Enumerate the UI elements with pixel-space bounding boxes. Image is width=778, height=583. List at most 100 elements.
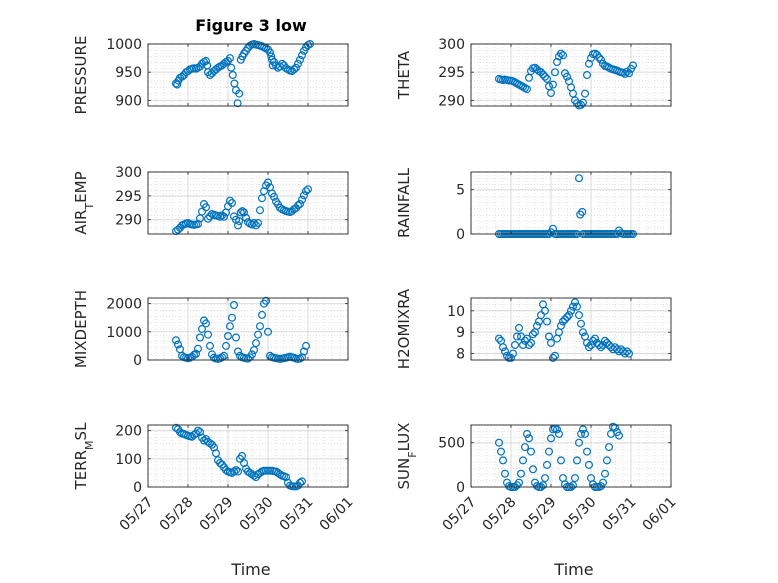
- x-tick-label: 05/31: [277, 494, 317, 534]
- data-point: [620, 349, 629, 358]
- data-point: [514, 323, 523, 332]
- axes-box: [147, 424, 349, 488]
- data-point: [602, 338, 611, 347]
- data-point: [548, 353, 557, 362]
- data-point: [536, 68, 545, 77]
- y-tick-label: 1000: [106, 325, 142, 341]
- y-tick-label: 300: [115, 165, 142, 181]
- data-point: [495, 334, 504, 343]
- data-point: [568, 302, 577, 311]
- y-tick-label: 295: [115, 189, 142, 205]
- data-point: [532, 321, 541, 330]
- data-point: [512, 332, 521, 341]
- data-point: [528, 465, 537, 474]
- data-point: [520, 443, 529, 452]
- data-point: [233, 99, 242, 108]
- data-point: [596, 55, 605, 64]
- data-point: [522, 85, 531, 94]
- data-point: [178, 72, 187, 81]
- data-point: [254, 219, 263, 228]
- data-point: [204, 214, 213, 223]
- data-point: [588, 336, 597, 345]
- data-point: [538, 481, 547, 490]
- data-point: [232, 466, 241, 475]
- data-point: [495, 438, 504, 447]
- data-point: [584, 460, 593, 469]
- data-point: [236, 208, 245, 217]
- data-point: [544, 447, 553, 456]
- x-tick-label: 06/01: [640, 494, 680, 534]
- data-point: [206, 212, 215, 221]
- data-point: [202, 203, 211, 212]
- x-tick-label: 05/30: [560, 494, 600, 534]
- data-point: [174, 340, 183, 349]
- data-point: [614, 431, 623, 440]
- data-point: [302, 187, 311, 196]
- data-point: [256, 322, 265, 331]
- data-point: [300, 191, 309, 200]
- data-point: [228, 199, 237, 208]
- data-point: [216, 212, 225, 221]
- data-point: [572, 456, 581, 465]
- y-tick-label: 5: [456, 183, 465, 199]
- data-point: [558, 317, 567, 326]
- data-point: [604, 443, 613, 452]
- data-point: [302, 341, 311, 350]
- y-tick-label: 500: [438, 436, 465, 452]
- subplot-sun-flux: 0 500 SUNFLUX 05/27 05/28 05/29 05/30 05/31 06/0…: [395, 423, 679, 579]
- y-axis-label: TERRMSL: [72, 422, 96, 491]
- y-tick-label: 300: [438, 37, 465, 53]
- y-tick-label: 8: [456, 347, 465, 363]
- data-point: [580, 89, 589, 98]
- data-point: [578, 328, 587, 337]
- data-point: [622, 347, 631, 356]
- data-point: [574, 311, 583, 320]
- data-point: [546, 88, 555, 97]
- data-point: [518, 341, 527, 350]
- data-point: [172, 336, 181, 345]
- data-point: [258, 310, 267, 319]
- y-tick-label: 290: [115, 213, 142, 229]
- data-point: [580, 429, 589, 438]
- data-point: [198, 207, 207, 216]
- data-point: [550, 68, 559, 77]
- data-point: [546, 338, 555, 347]
- data-point: [556, 321, 565, 330]
- data-point: [268, 55, 277, 64]
- data-point: [227, 63, 236, 72]
- data-point: [536, 311, 545, 320]
- data-point: [562, 72, 571, 81]
- x-tick-label: 05/27: [117, 494, 157, 534]
- axes-box: [147, 297, 349, 361]
- data-point: [226, 196, 235, 205]
- data-point: [538, 70, 547, 79]
- data-point: [501, 347, 510, 356]
- data-point: [266, 48, 275, 57]
- data-point: [294, 201, 303, 210]
- x-tick-label: 05/27: [440, 494, 480, 534]
- x-tick-label: 05/28: [480, 494, 520, 534]
- data-point: [218, 353, 227, 362]
- x-tick-label: 05/29: [197, 494, 237, 534]
- data-point: [570, 298, 579, 307]
- y-tick-label: 0: [133, 480, 142, 496]
- data-point: [204, 330, 213, 339]
- data-point: [624, 69, 633, 78]
- data-point: [501, 469, 510, 478]
- y-axis-label: SUNFLUX: [395, 423, 419, 490]
- data-point: [572, 302, 581, 311]
- axes-box: [147, 171, 349, 235]
- data-point: [206, 341, 215, 350]
- y-tick-label: 2000: [106, 297, 142, 313]
- x-tick-label: 05/31: [600, 494, 640, 534]
- data-point: [234, 467, 243, 476]
- y-tick-label: 0: [456, 480, 465, 496]
- data-point: [262, 296, 271, 305]
- data-point: [578, 425, 587, 434]
- subplot-pressure: 900 950 1000 PRESSURE: [72, 36, 349, 114]
- data-point: [497, 447, 506, 456]
- data-point: [220, 351, 229, 360]
- data-point: [258, 194, 267, 203]
- data-point: [574, 438, 583, 447]
- data-point: [576, 319, 585, 328]
